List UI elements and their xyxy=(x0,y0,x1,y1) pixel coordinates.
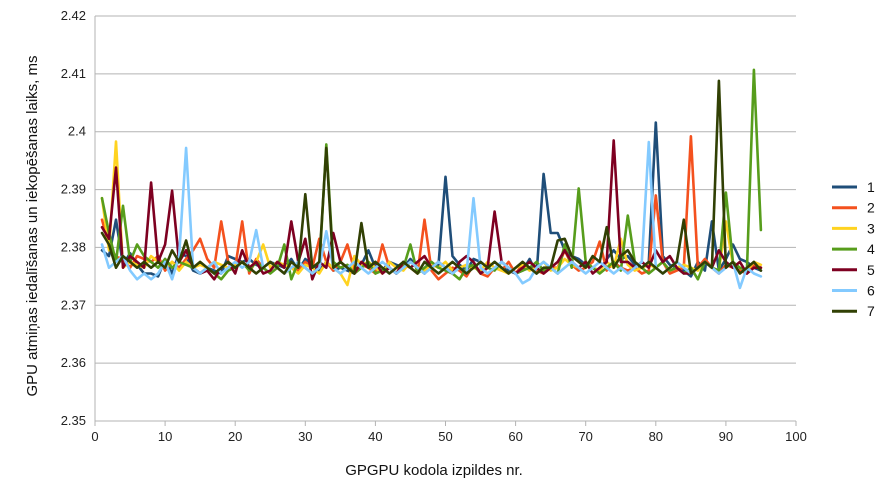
legend-label-2: 2 xyxy=(867,200,875,216)
legend-label-4: 4 xyxy=(867,241,875,257)
y-tick-label: 2.35 xyxy=(61,413,86,428)
gridlines xyxy=(95,15,796,422)
x-tick-label: 60 xyxy=(508,429,522,444)
legend-label-5: 5 xyxy=(867,262,875,278)
axes xyxy=(94,16,796,422)
x-axis-title: GPGPU kodola izpildes nr. xyxy=(345,462,523,479)
y-tick-label: 2.41 xyxy=(61,66,86,81)
y-tick-label: 2.37 xyxy=(61,297,86,312)
series-line-5 xyxy=(100,139,763,281)
legend: 1 2 3 4 5 6 7 xyxy=(832,179,875,319)
y-tick-label: 2.4 xyxy=(68,124,86,139)
x-tick-label: 0 xyxy=(91,429,98,444)
x-tick-labels: 0 10 20 30 40 50 60 70 80 90 100 xyxy=(91,421,807,444)
series-line-2 xyxy=(100,135,763,281)
y-tick-label: 2.42 xyxy=(61,8,86,23)
series-lines xyxy=(100,68,763,290)
legend-label-3: 3 xyxy=(867,220,875,236)
x-tick-label: 40 xyxy=(368,429,382,444)
y-axis-title: GPU atmiņas iedalīšanas un iekopēšanas l… xyxy=(24,55,41,396)
x-tick-label: 10 xyxy=(158,429,172,444)
legend-label-6: 6 xyxy=(867,283,875,299)
x-tick-label: 30 xyxy=(298,429,312,444)
y-tick-label: 2.36 xyxy=(61,355,86,370)
x-tick-label: 90 xyxy=(719,429,733,444)
x-tick-label: 80 xyxy=(649,429,663,444)
x-tick-label: 100 xyxy=(785,429,807,444)
x-tick-label: 70 xyxy=(578,429,592,444)
series-line-7 xyxy=(100,79,763,275)
y-tick-label: 2.38 xyxy=(61,239,86,254)
legend-label-7: 7 xyxy=(867,303,875,319)
x-tick-label: 20 xyxy=(228,429,242,444)
legend-label-1: 1 xyxy=(867,179,875,195)
y-tick-labels: 2.35 2.36 2.37 2.38 2.39 2.4 2.41 2.42 xyxy=(61,8,86,428)
y-tick-label: 2.39 xyxy=(61,182,86,197)
x-tick-label: 50 xyxy=(438,429,452,444)
